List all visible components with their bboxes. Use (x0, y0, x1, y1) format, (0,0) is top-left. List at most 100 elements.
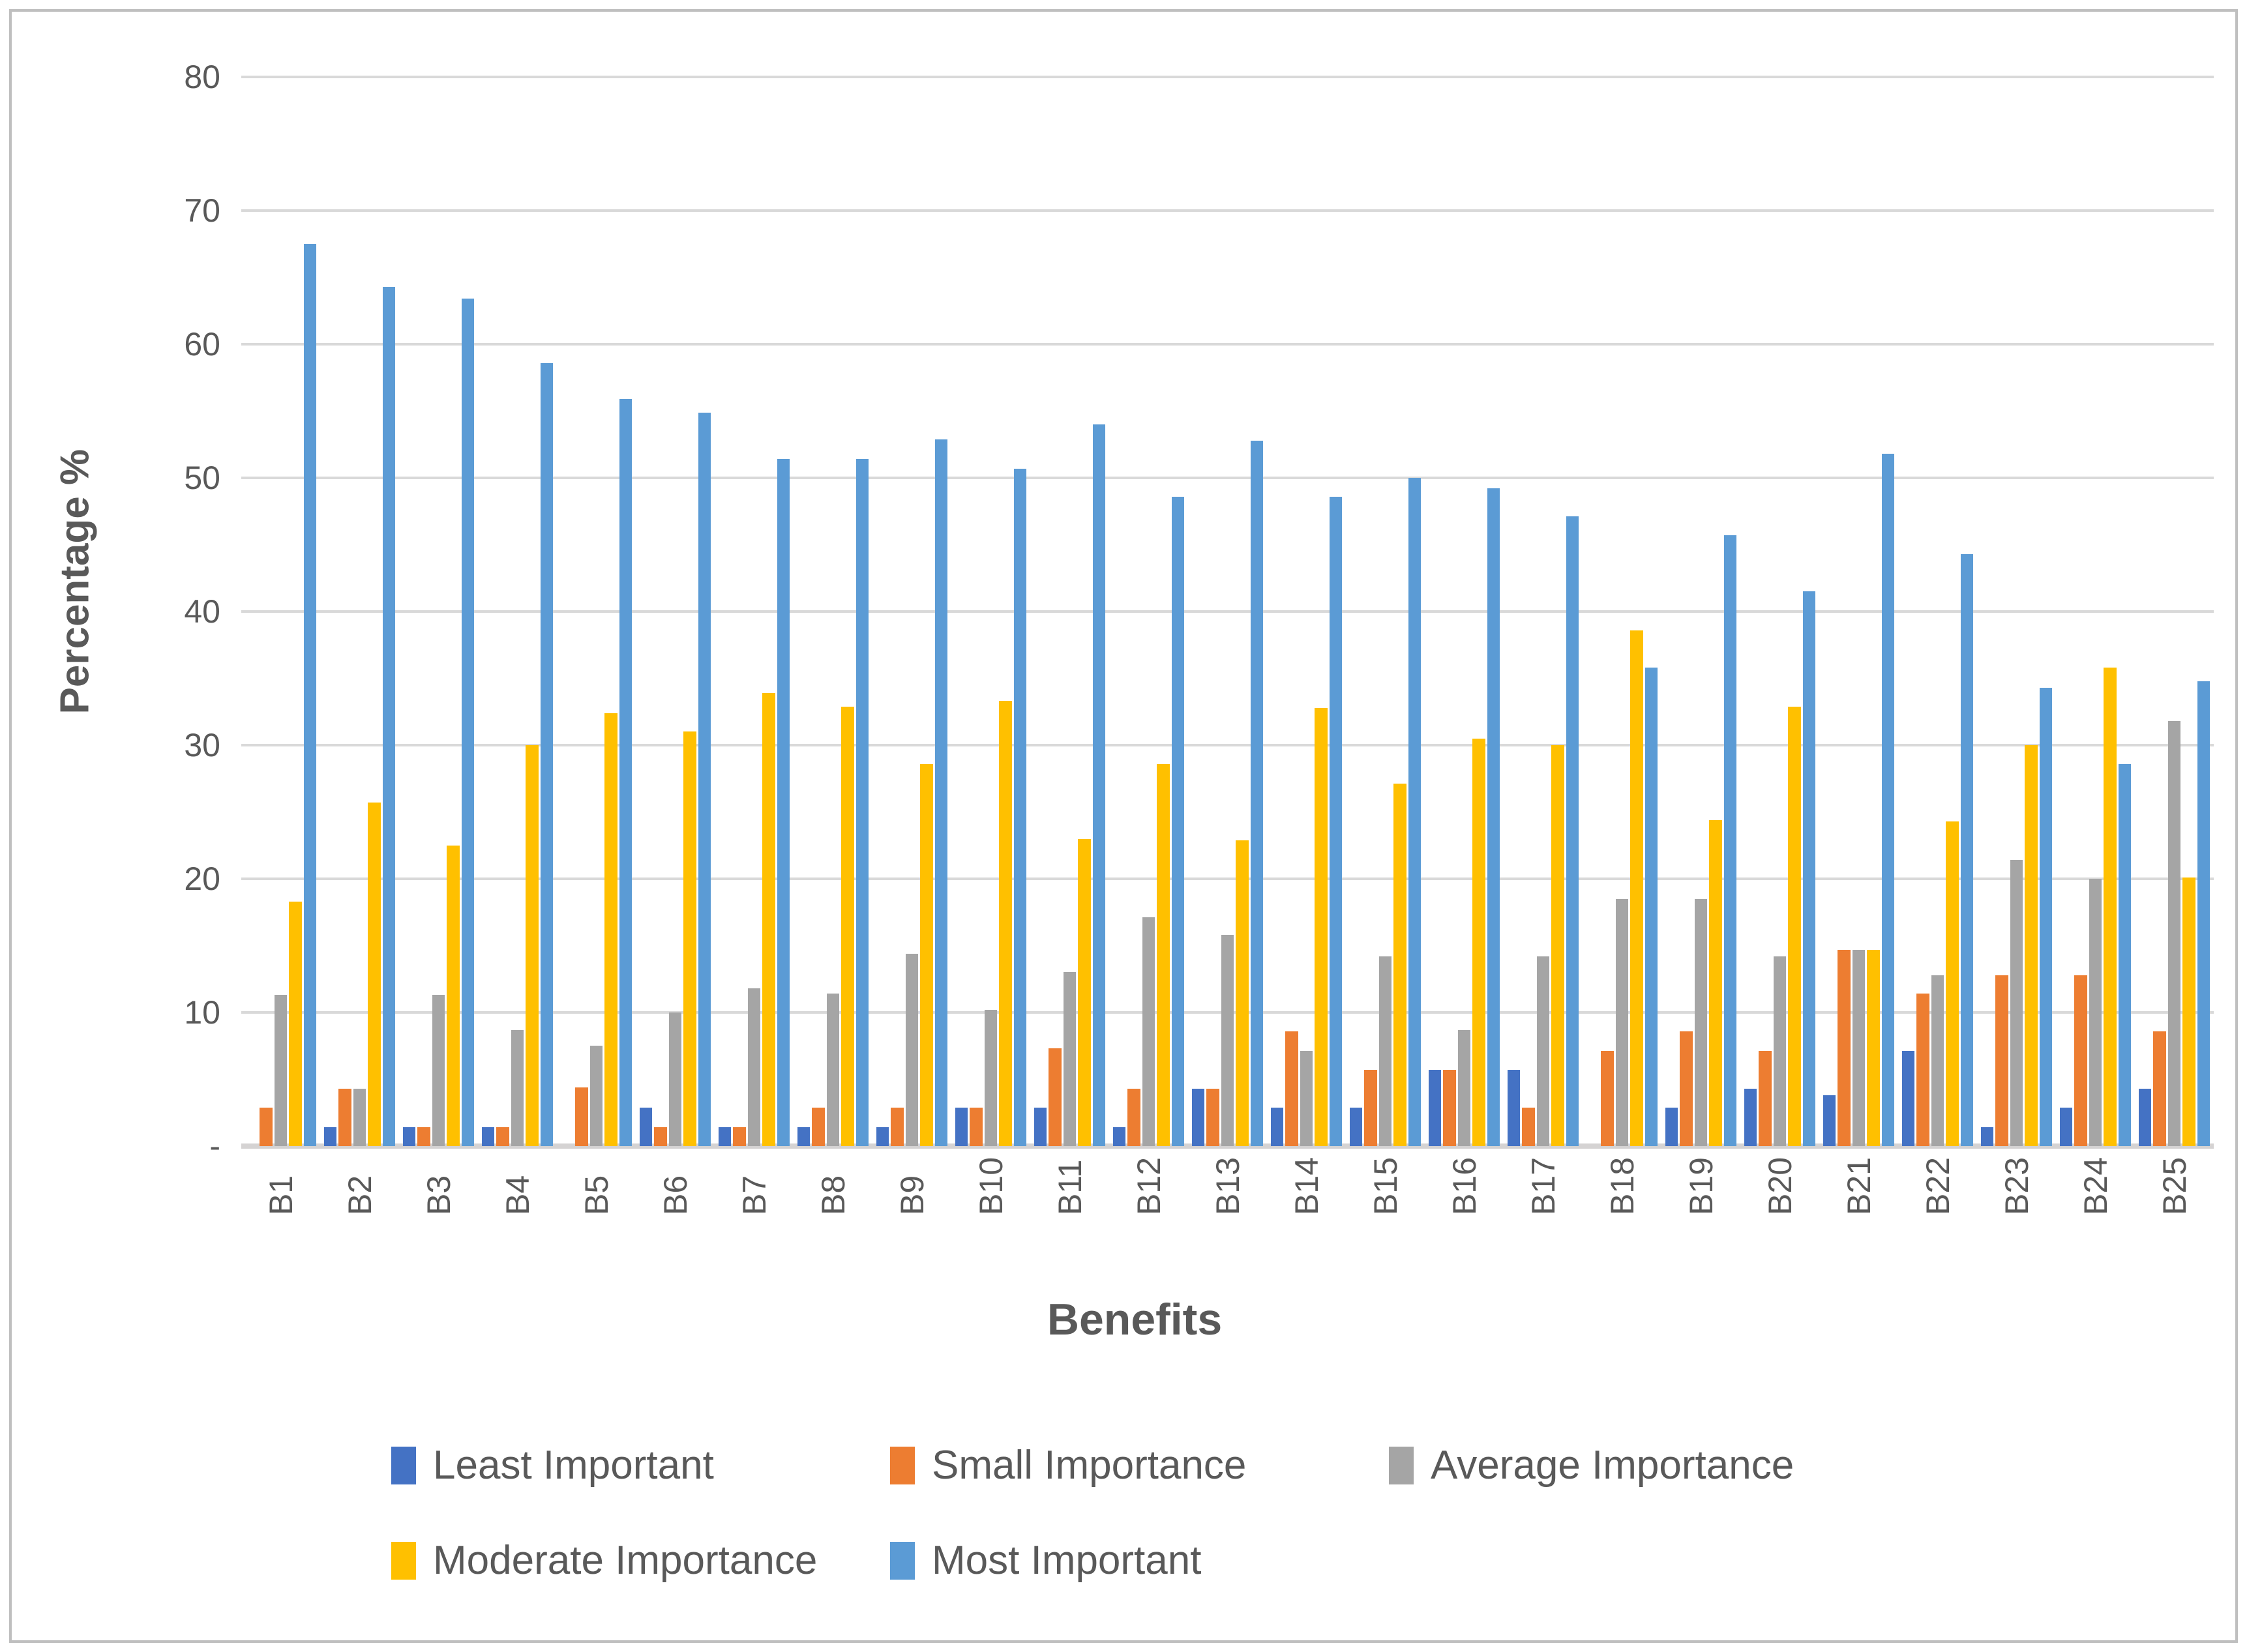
bar-group-B25 (2135, 77, 2214, 1146)
bar-B10-average-importance (984, 1010, 998, 1146)
bar-B19-most-important (1723, 535, 1737, 1146)
legend-label-small-importance: Small Importance (932, 1443, 1247, 1488)
bar-B13-most-important (1250, 441, 1264, 1146)
bar-B11-average-importance (1063, 972, 1077, 1146)
y-tick-label-10: 10 (184, 994, 220, 1031)
bar-B4-least-important (481, 1127, 495, 1146)
x-tick-label-B19: B19 (1661, 1157, 1740, 1215)
bar-B19-moderate-importance (1709, 820, 1722, 1146)
bar-B8-least-important (797, 1127, 811, 1146)
bar-B15-moderate-importance (1393, 784, 1406, 1146)
x-tick-text-B1: B1 (262, 1175, 299, 1215)
bar-B20-least-important (1744, 1089, 1757, 1146)
bar-group-B10 (951, 77, 1030, 1146)
bar-B23-moderate-importance (2025, 745, 2038, 1146)
x-tick-label-B11: B11 (1030, 1157, 1109, 1215)
x-tick-text-B2: B2 (341, 1175, 378, 1215)
bar-group-B14 (1267, 77, 1346, 1146)
legend-label-average-importance: Average Importance (1431, 1443, 1794, 1488)
bar-B23-average-importance (2010, 860, 2023, 1146)
bar-group-B21 (1819, 77, 1898, 1146)
bar-group-B13 (1188, 77, 1267, 1146)
bar-group-B5 (557, 77, 636, 1146)
bar-B22-small-importance (1916, 994, 1929, 1146)
bar-B22-most-important (1960, 554, 1974, 1146)
bar-group-B1 (241, 77, 320, 1146)
bar-B19-average-importance (1694, 899, 1708, 1146)
bar-B4-average-importance (511, 1030, 524, 1146)
x-tick-text-B11: B11 (1051, 1159, 1088, 1215)
x-tick-text-B3: B3 (420, 1175, 457, 1215)
bar-group-B18 (1583, 77, 1661, 1146)
legend-item-small-importance: Small Importance (890, 1442, 1246, 1488)
x-tick-label-B25: B25 (2135, 1157, 2214, 1215)
bar-B11-most-important (1092, 424, 1106, 1146)
bar-group-B4 (478, 77, 557, 1146)
bar-B9-small-importance (891, 1108, 904, 1146)
bar-B23-most-important (2039, 688, 2053, 1146)
bar-B24-moderate-importance (2104, 668, 2117, 1146)
x-tick-label-B10: B10 (951, 1157, 1030, 1215)
bar-B3-least-important (402, 1127, 416, 1146)
x-tick-label-B21: B21 (1819, 1157, 1898, 1215)
legend-label-least-important: Least Important (433, 1443, 714, 1488)
bar-B21-moderate-importance (1867, 950, 1880, 1146)
y-tick-label-20: 20 (184, 861, 220, 897)
bar-B16-moderate-importance (1472, 739, 1485, 1146)
bar-B12-moderate-importance (1157, 764, 1170, 1146)
bar-B24-most-important (2118, 764, 2132, 1146)
bar-B23-small-importance (1995, 975, 2008, 1146)
x-tick-text-B21: B21 (1840, 1157, 1877, 1215)
x-tick-label-B13: B13 (1188, 1157, 1267, 1215)
bar-B20-average-importance (1773, 956, 1787, 1146)
legend-swatch-small-importance (890, 1446, 915, 1484)
gridline-40 (241, 610, 2214, 613)
x-tick-text-B20: B20 (1761, 1157, 1798, 1215)
bar-B12-average-importance (1142, 917, 1155, 1146)
bar-B17-moderate-importance (1551, 745, 1564, 1146)
bar-B3-average-importance (432, 995, 445, 1146)
bar-group-B6 (636, 77, 715, 1146)
legend-item-least-important: Least Important (391, 1442, 714, 1488)
x-tick-label-B9: B9 (872, 1157, 951, 1215)
bar-group-B15 (1346, 77, 1425, 1146)
x-tick-label-B2: B2 (320, 1157, 399, 1215)
bar-B8-average-importance (826, 994, 840, 1146)
bar-B25-small-importance (2153, 1031, 2166, 1146)
y-tick-label-80: 80 (184, 59, 220, 95)
legend-item-average-importance: Average Importance (1389, 1442, 1794, 1488)
bar-group-B7 (715, 77, 794, 1146)
x-tick-text-B17: B17 (1525, 1157, 1562, 1215)
bar-B13-moderate-importance (1236, 840, 1249, 1146)
bar-group-B3 (399, 77, 478, 1146)
bar-B10-most-important (1013, 469, 1027, 1146)
y-tick-label--: - (209, 1128, 220, 1164)
bar-B5-moderate-importance (604, 713, 618, 1146)
x-tick-text-B8: B8 (814, 1175, 852, 1215)
x-tick-text-B16: B16 (1446, 1157, 1483, 1215)
bar-B4-small-importance (496, 1127, 509, 1146)
bar-B6-least-important (639, 1108, 653, 1146)
y-axis-title: Percentage % (52, 449, 98, 715)
x-tick-text-B10: B10 (972, 1157, 1009, 1215)
bar-B3-moderate-importance (447, 846, 460, 1146)
bar-B17-least-important (1507, 1070, 1521, 1146)
x-tick-label-B1: B1 (241, 1157, 320, 1215)
bar-B20-small-importance (1759, 1051, 1772, 1146)
bar-B21-small-importance (1838, 950, 1851, 1146)
bar-B25-moderate-importance (2182, 878, 2195, 1146)
bar-B7-small-importance (733, 1127, 746, 1146)
bar-B1-average-importance (274, 995, 288, 1146)
bar-B16-most-important (1487, 488, 1500, 1146)
x-tick-label-B14: B14 (1267, 1157, 1346, 1215)
bar-B21-average-importance (1852, 950, 1866, 1146)
gridline-30 (241, 744, 2214, 746)
bar-B8-small-importance (812, 1108, 825, 1146)
legend-label-most-important: Most Important (932, 1538, 1202, 1583)
bar-B25-average-importance (2167, 721, 2181, 1146)
bar-B7-average-importance (747, 988, 761, 1146)
bar-B17-small-importance (1522, 1108, 1535, 1146)
bar-B25-most-important (2197, 681, 2210, 1146)
bar-B18-most-important (1644, 668, 1658, 1146)
bar-B2-moderate-importance (368, 803, 381, 1146)
